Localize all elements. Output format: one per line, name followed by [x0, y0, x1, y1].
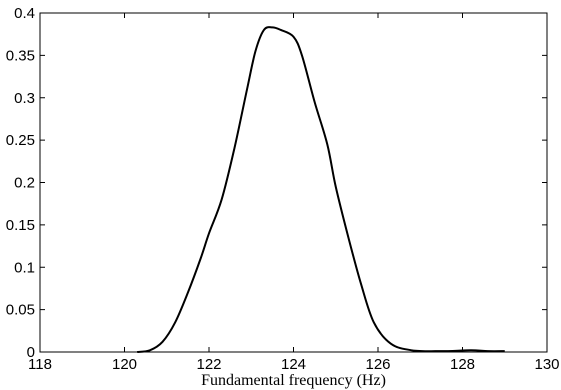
plot-frame: [39, 12, 548, 353]
y-tick-label: 0.4: [14, 5, 35, 22]
x-tick-labels: 118 120 122 124 126 128 130: [28, 356, 559, 373]
x-tick-label: 128: [450, 356, 475, 373]
density-curve: [137, 26, 505, 353]
y-tick-label: 0.05: [6, 302, 35, 319]
x-tick-label: 126: [365, 356, 390, 373]
axis-ticks: [39, 12, 548, 353]
y-tick-labels: 0 0.05 0.1 0.15 0.2 0.25 0.3 0.35 0.4: [6, 5, 35, 361]
x-axis-title: Fundamental frequency (Hz): [201, 372, 386, 389]
x-tick-label: 120: [112, 356, 137, 373]
x-tick-label: 124: [281, 356, 306, 373]
y-tick-label: 0.2: [14, 175, 35, 192]
x-tick-label: 130: [534, 356, 559, 373]
y-tick-label: 0.15: [6, 217, 35, 234]
y-tick-label: 0.25: [6, 132, 35, 149]
x-tick-label: 118: [28, 356, 52, 373]
y-tick-label: 0.35: [6, 47, 35, 64]
y-tick-label: 0.1: [14, 259, 35, 276]
y-tick-label: 0: [27, 344, 35, 361]
x-tick-label: 122: [196, 356, 221, 373]
y-tick-label: 0.3: [14, 90, 35, 107]
